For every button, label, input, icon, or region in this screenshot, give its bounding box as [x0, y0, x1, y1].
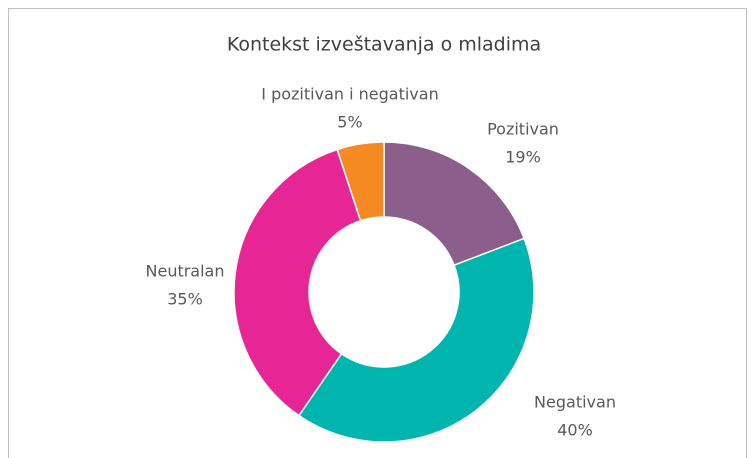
donut-slice	[297, 237, 535, 443]
donut-slice	[383, 141, 526, 267]
category-label: Pozitivan	[487, 120, 559, 139]
category-label: Neutralan	[146, 262, 225, 281]
value-label: 35%	[167, 290, 203, 309]
value-label: 40%	[557, 421, 593, 440]
donut-slice	[233, 148, 362, 417]
donut-slice	[336, 141, 385, 222]
value-label: 5%	[337, 113, 362, 132]
value-label: 19%	[505, 148, 541, 167]
category-label: Negativan	[534, 393, 616, 412]
chart-title: Kontekst izveštavanja o mladima	[227, 34, 541, 56]
category-label: I pozitivan i negativan	[261, 85, 438, 104]
